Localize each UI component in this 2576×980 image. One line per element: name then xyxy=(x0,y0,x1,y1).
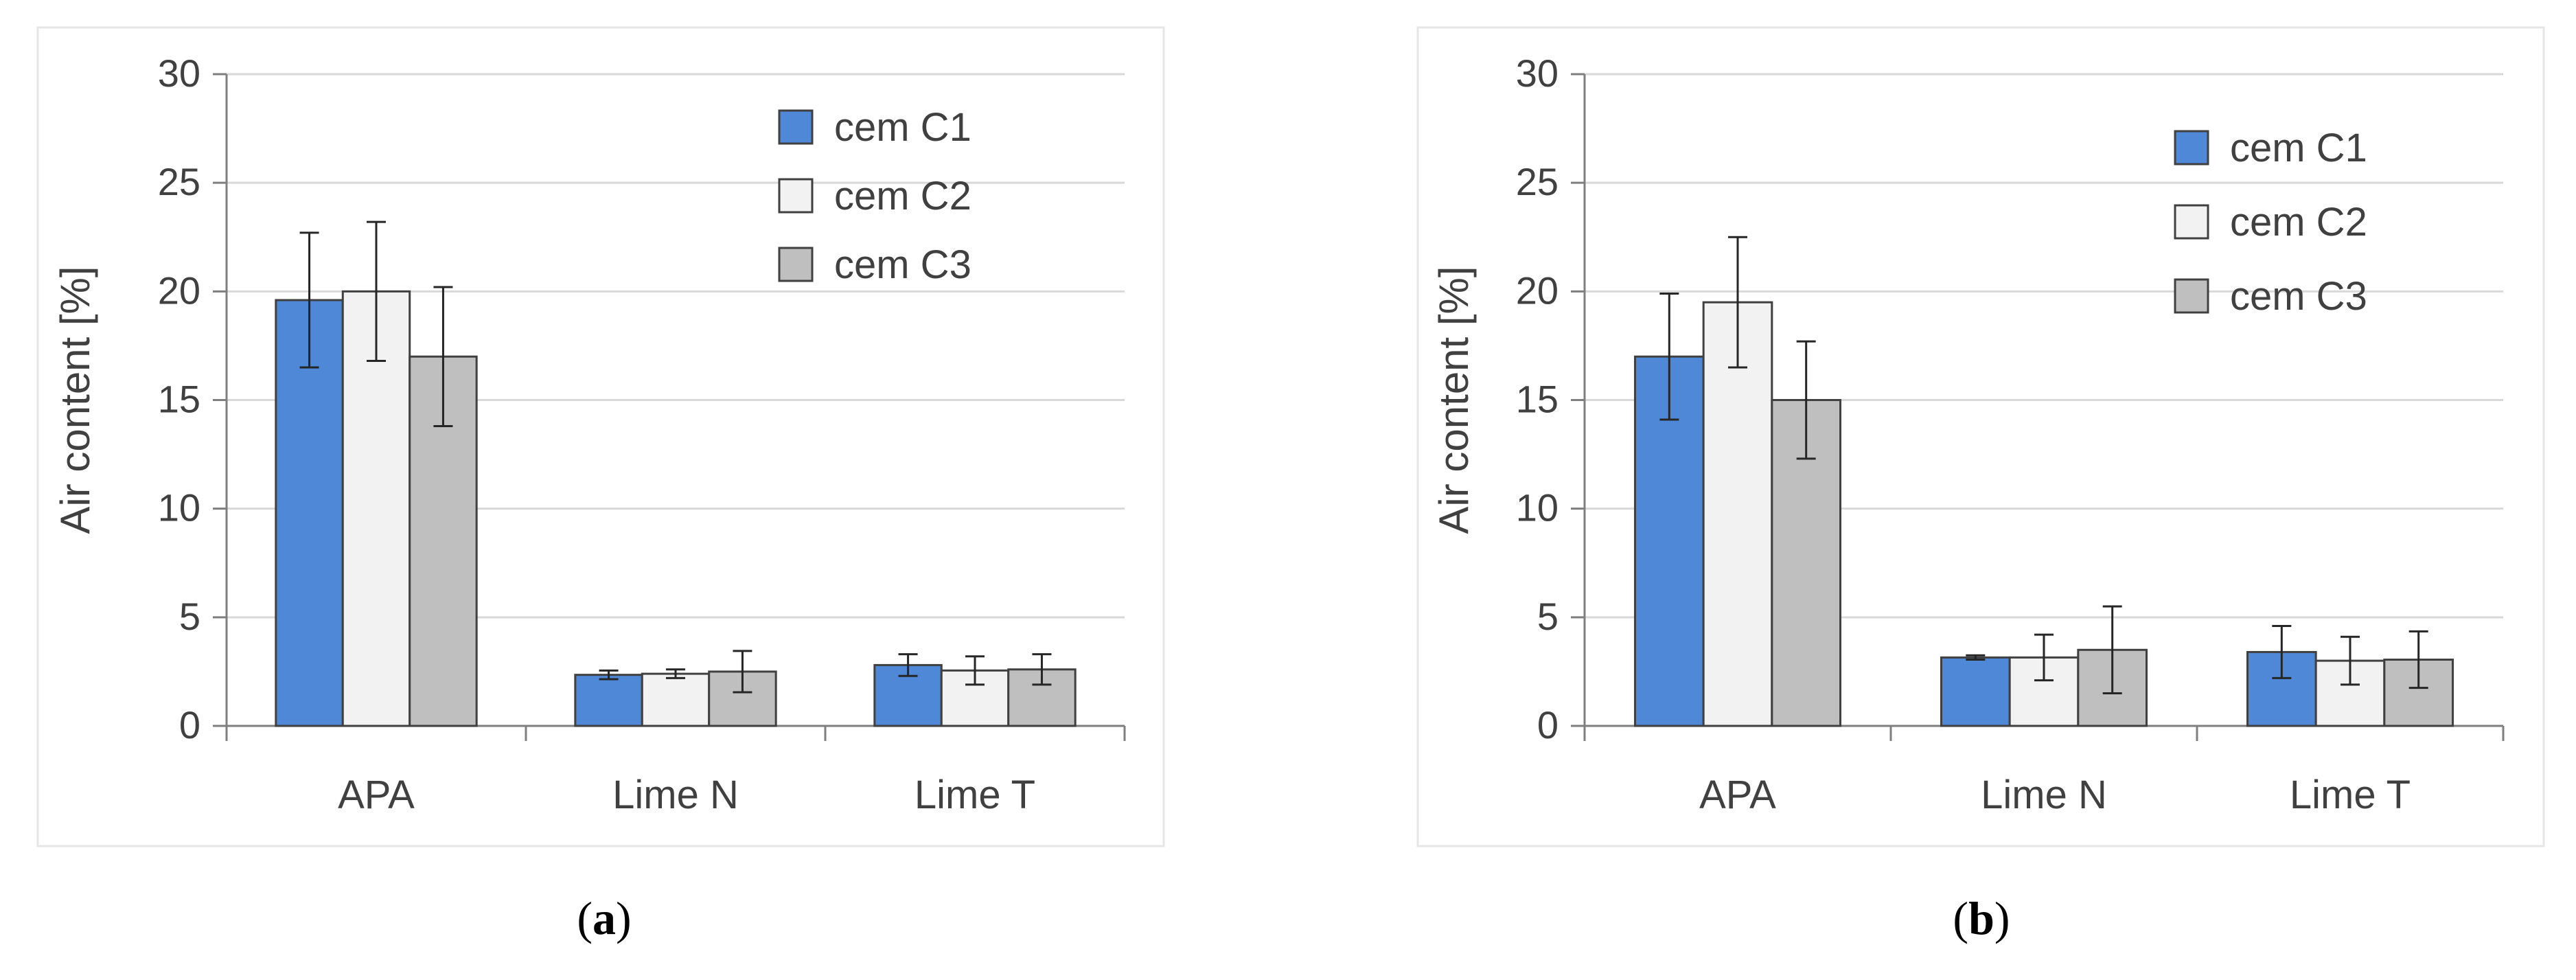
chart-a-y-tick-label: 30 xyxy=(158,52,200,95)
chart-a-bar xyxy=(641,672,711,727)
chart-b-legend-label: cem C3 xyxy=(2230,274,2367,319)
chart-a-y-tick-label: 15 xyxy=(158,378,200,421)
chart-b-legend-swatch xyxy=(2174,204,2209,240)
chart-a-category-label: APA xyxy=(338,773,415,817)
chart-a-y-tick-label: 25 xyxy=(158,160,200,203)
chart-b-bar xyxy=(1702,301,1773,727)
chart-b-legend-swatch xyxy=(2174,130,2209,166)
chart-b-y-tick-label: 20 xyxy=(1516,269,1559,312)
chart-a-legend-swatch xyxy=(778,109,814,145)
caption-b: (b) xyxy=(1953,892,2010,944)
chart-b-y-tick-label: 10 xyxy=(1516,486,1559,529)
chart-b-y-tick-label: 15 xyxy=(1516,378,1559,421)
caption-a: (a) xyxy=(577,892,632,944)
caption-a-label: a xyxy=(593,892,616,944)
chart-a-legend-label: cem C2 xyxy=(834,174,971,218)
chart-b-legend-label: cem C2 xyxy=(2230,200,2367,244)
chart-b-y-axis-label: Air content [%] xyxy=(1431,266,1477,534)
chart-b-y-tick-label: 0 xyxy=(1537,703,1559,747)
chart-a-bar xyxy=(341,290,411,727)
chart-a-category-label: Lime N xyxy=(612,773,739,817)
chart-a-y-tick-label: 5 xyxy=(179,595,200,638)
chart-a-legend-swatch xyxy=(778,247,814,282)
chart-a-y-tick-label: 10 xyxy=(158,486,200,529)
chart-b-y-tick-label: 25 xyxy=(1516,160,1559,203)
chart-a-legend-label: cem C3 xyxy=(834,242,971,287)
chart-a-y-tick-label: 0 xyxy=(179,703,200,747)
caption-b-label: b xyxy=(1968,892,1994,944)
chart-b-category-label: Lime N xyxy=(1981,773,2107,817)
chart-a-legend-label: cem C1 xyxy=(834,105,971,150)
chart-b-category-label: Lime T xyxy=(2290,773,2411,817)
chart-b-y-tick-label: 30 xyxy=(1516,52,1559,95)
chart-b-bar xyxy=(1940,656,2011,727)
chart-a-y-tick-label: 20 xyxy=(158,269,200,312)
chart-b-y-tick-label: 5 xyxy=(1537,595,1559,638)
chart-b-category-label: APA xyxy=(1699,773,1776,817)
chart-b-legend-swatch xyxy=(2174,278,2209,314)
chart-a-y-axis-label: Air content [%] xyxy=(52,266,98,534)
chart-a-bar xyxy=(275,299,344,727)
chart-a-legend-swatch xyxy=(778,178,814,214)
chart-b-legend-label: cem C1 xyxy=(2230,126,2367,170)
chart-a-category-label: Lime T xyxy=(915,773,1035,817)
